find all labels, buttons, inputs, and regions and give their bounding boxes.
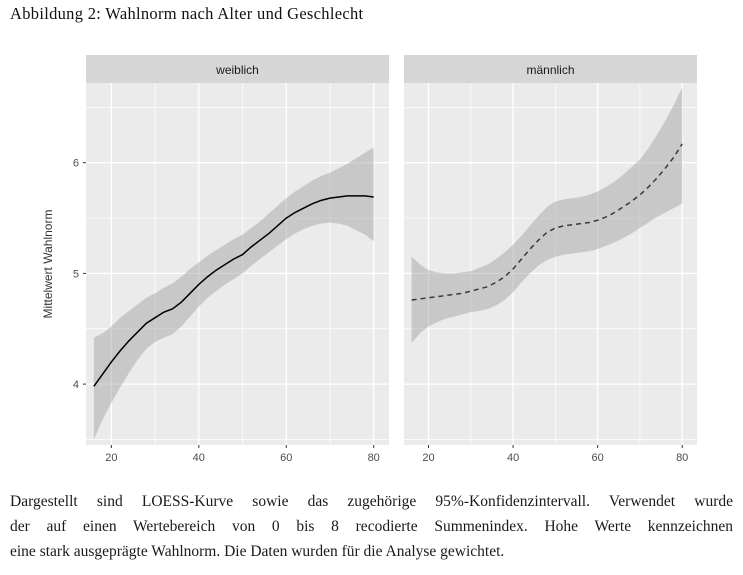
x-tick-label: 20 — [422, 452, 434, 464]
x-tick-label: 60 — [280, 452, 292, 464]
caption-line: der auf einen Wertebereich von 0 bis 8 r… — [10, 518, 733, 535]
caption-line: Dargestellt sind LOESS-Kurve sowie das z… — [10, 493, 733, 510]
x-tick-label: 80 — [368, 452, 380, 464]
confidence-ribbon — [411, 87, 683, 344]
y-tick-label: 5 — [73, 268, 79, 280]
loess-curve — [93, 195, 374, 387]
x-tick-label: 40 — [507, 452, 519, 464]
facet-label: männlich — [526, 63, 574, 77]
y-axis-title: Mittelwert Wahlnorm — [41, 210, 55, 319]
chart-svg: weiblich 20 40 60 80 4 5 6 männlich 20 40 60 80 Mitte… — [41, 55, 697, 464]
confidence-ribbon — [93, 147, 374, 440]
y-tick-label: 4 — [73, 379, 79, 391]
facet-strip — [86, 55, 389, 83]
figure-title: Abbildung 2: Wahlnorm nach Alter und Ges… — [10, 4, 364, 23]
x-tick-label: 20 — [105, 452, 117, 464]
y-tick-label: 6 — [73, 158, 79, 170]
facet-label: weiblich — [215, 63, 259, 77]
x-tick-label: 80 — [676, 452, 688, 464]
facet-strip — [404, 55, 697, 83]
figure-caption: Dargestellt sind LOESS-Kurve sowie das z… — [10, 489, 733, 564]
panel-background — [404, 83, 697, 445]
caption-line: eine stark ausgeprägte Wahlnorm. Die Dat… — [10, 543, 505, 560]
x-tick-label: 60 — [592, 452, 604, 464]
loess-curve — [411, 143, 683, 301]
x-tick-label: 40 — [193, 452, 205, 464]
